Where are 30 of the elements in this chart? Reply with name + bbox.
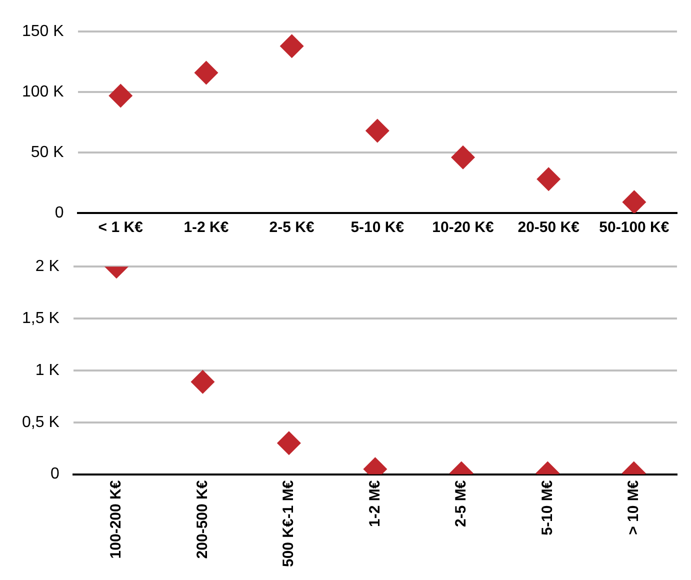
x-tick-label: 200-500 K€ [194,480,211,559]
y-tick-label: 0 [50,466,60,483]
point [108,84,133,108]
x-tick-label: 1-2 M€ [366,480,384,527]
point [365,118,390,143]
point [280,34,304,58]
x-tick-label: 2-5 K€ [269,219,315,236]
y-tick-label: 2 K [35,258,60,276]
x-tick-label: 10-20 K€ [432,219,495,236]
point [622,190,646,213]
y-tick-label: 1 K [35,362,60,379]
x-tick-label: 2-5 M€ [452,480,470,527]
x-tick-label: 50-100 K€ [599,219,670,236]
x-tick-label: 5-10 K€ [350,219,405,236]
y-tick-label: 100 K [22,83,64,100]
x-tick-label: 500 K€-1 M€ [280,480,298,568]
y-tick-label: 0 [54,204,64,222]
point [451,145,476,170]
y-tick-label: 1,5 K [22,310,60,327]
y-tick-label: 150 K [22,23,64,40]
x-tick-label: 5-10 M€ [538,480,556,536]
y-tick-label: 50 K [30,144,64,161]
point [194,60,218,85]
y-tick-label: 0,5 K [22,414,60,431]
point [536,167,561,192]
x-tick-label: > 10 M€ [625,480,642,535]
x-tick-label: < 1 K€ [98,219,144,236]
x-tick-label: 20-50 K€ [518,219,580,236]
x-tick-label: 1-2 K€ [184,219,230,236]
x-tick-label: 100-200 K€ [108,480,125,559]
